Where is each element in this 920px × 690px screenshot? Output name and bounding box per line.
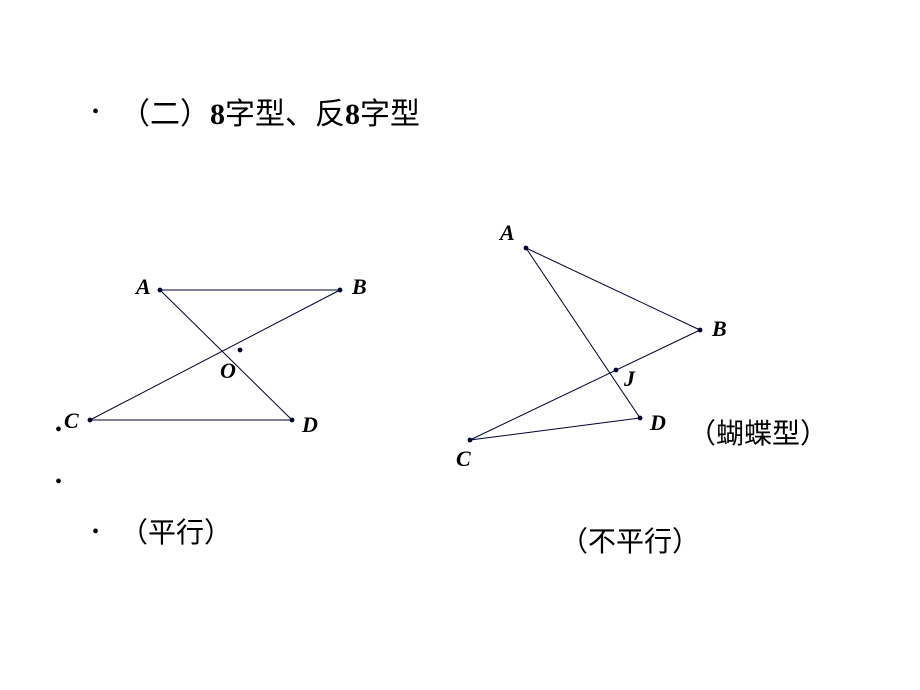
title-text: （二）8字型、反8字型 xyxy=(120,98,420,131)
slide: （二）8字型、反8字型 A B O C D A B J C D （蝴蝶型） （平行） （不平行） xyxy=(0,0,920,690)
right-caption: （不平行） xyxy=(560,520,700,560)
point-label-d: D xyxy=(302,412,318,438)
point-label-a: A xyxy=(500,220,515,246)
point-label-c: C xyxy=(64,408,79,434)
butterfly-label: （蝴蝶型） xyxy=(688,412,828,452)
left-caption-bullet: （平行） xyxy=(120,520,232,548)
point-label-b: B xyxy=(712,316,727,342)
diagram-left: ABOCD xyxy=(70,250,390,450)
left-caption: （平行） xyxy=(120,518,232,549)
point-label-j: J xyxy=(624,366,635,392)
title-bullet: （二）8字型、反8字型 xyxy=(120,100,420,130)
point-label-d: D xyxy=(650,410,666,436)
point-label-b: B xyxy=(352,274,367,300)
point-label-o: O xyxy=(220,358,236,384)
point-label-c: C xyxy=(456,446,471,472)
point-label-a: A xyxy=(136,274,151,300)
diagram-left-svg xyxy=(70,250,390,450)
